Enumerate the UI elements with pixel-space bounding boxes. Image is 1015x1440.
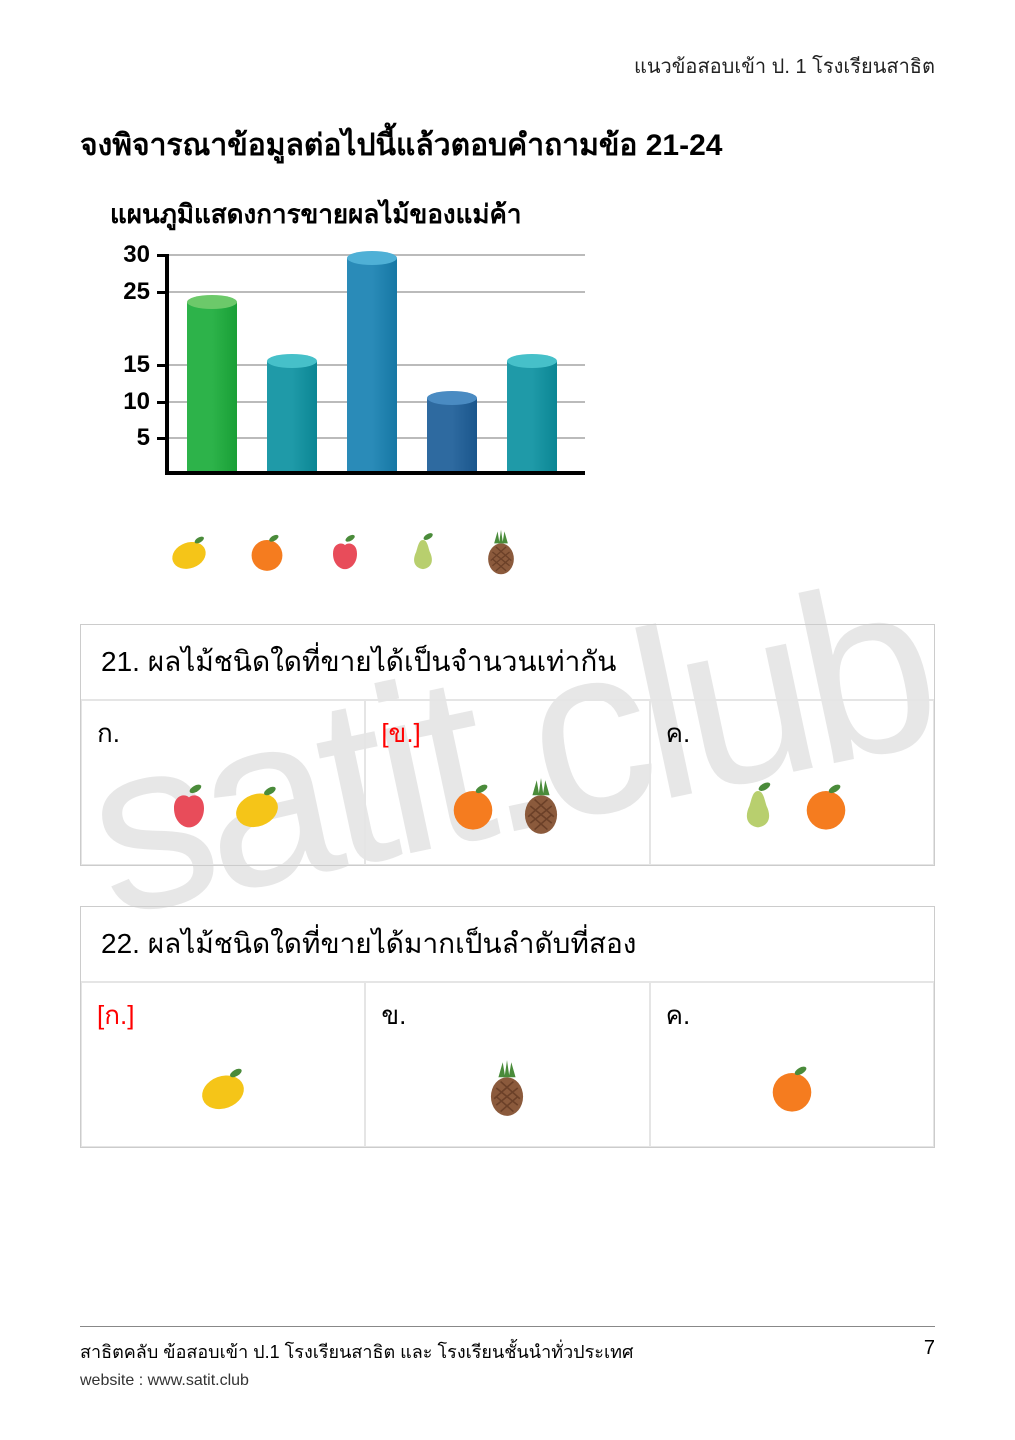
- choice-cell[interactable]: ค.: [650, 700, 934, 865]
- y-axis-label: 30: [123, 241, 150, 269]
- pear-icon: [399, 525, 447, 584]
- orange-icon: [762, 1055, 822, 1126]
- orange-icon: [796, 773, 856, 844]
- footer-website: website : www.satit.club: [80, 1372, 935, 1390]
- question-21: 21. ผลไม้ชนิดใดที่ขายได้เป็นจำนวนเท่ากัน…: [80, 624, 935, 866]
- orange-icon: [243, 525, 291, 584]
- chart-bar-lemon: [187, 302, 237, 471]
- y-axis-label: 15: [123, 351, 150, 379]
- lemon-icon: [193, 1055, 253, 1126]
- pear-icon: [728, 773, 788, 844]
- lemon-icon: [227, 773, 287, 844]
- choice-label: ค.: [666, 995, 918, 1036]
- chart-bar-pear: [427, 398, 477, 471]
- choice-cell[interactable]: [ข.]: [365, 700, 649, 865]
- y-axis-label: 25: [123, 278, 150, 306]
- page-number: 7: [924, 1337, 935, 1360]
- question-22: 22. ผลไม้ชนิดใดที่ขายได้มากเป็นลำดับที่ส…: [80, 906, 935, 1148]
- choice-label: [ข.]: [381, 713, 633, 754]
- page-footer: สาธิตคลับ ข้อสอบเข้า ป.1 โรงเรียนสาธิต แ…: [80, 1326, 935, 1390]
- apple-icon: [321, 525, 369, 584]
- apple-icon: [159, 773, 219, 844]
- pineapple-icon: [477, 525, 525, 584]
- pineapple-icon: [511, 773, 571, 844]
- choice-label: [ก.]: [97, 995, 349, 1036]
- choice-cell[interactable]: ค.: [650, 982, 934, 1147]
- chart-bar-apple: [347, 258, 397, 471]
- y-axis-label: 10: [123, 388, 150, 416]
- y-axis-label: 5: [137, 424, 150, 452]
- header-exam-title: แนวข้อสอบเข้า ป. 1 โรงเรียนสาธิต: [80, 50, 935, 82]
- choice-cell[interactable]: ข.: [365, 982, 649, 1147]
- chart-title: แผนภูมิแสดงการขายผลไม้ของแม่ค้า: [110, 194, 935, 235]
- choice-label: ค.: [666, 713, 918, 754]
- choice-cell[interactable]: ก.: [81, 700, 365, 865]
- footer-text: สาธิตคลับ ข้อสอบเข้า ป.1 โรงเรียนสาธิต แ…: [80, 1342, 633, 1362]
- chart-bar-orange: [267, 361, 317, 471]
- instruction-text: จงพิจารณาข้อมูลต่อไปนี้แล้วตอบคำถามข้อ 2…: [80, 122, 935, 169]
- choice-label: ก.: [97, 713, 349, 754]
- question-text: 21. ผลไม้ชนิดใดที่ขายได้เป็นจำนวนเท่ากัน: [81, 625, 934, 700]
- orange-icon: [443, 773, 503, 844]
- choice-label: ข.: [381, 995, 633, 1036]
- bar-chart: 510152530: [100, 255, 600, 515]
- question-text: 22. ผลไม้ชนิดใดที่ขายได้มากเป็นลำดับที่ส…: [81, 907, 934, 982]
- chart-bar-pineapple: [507, 361, 557, 471]
- lemon-icon: [165, 525, 213, 584]
- chart-x-axis-icons: [165, 525, 935, 584]
- choice-cell[interactable]: [ก.]: [81, 982, 365, 1147]
- pineapple-icon: [477, 1055, 537, 1126]
